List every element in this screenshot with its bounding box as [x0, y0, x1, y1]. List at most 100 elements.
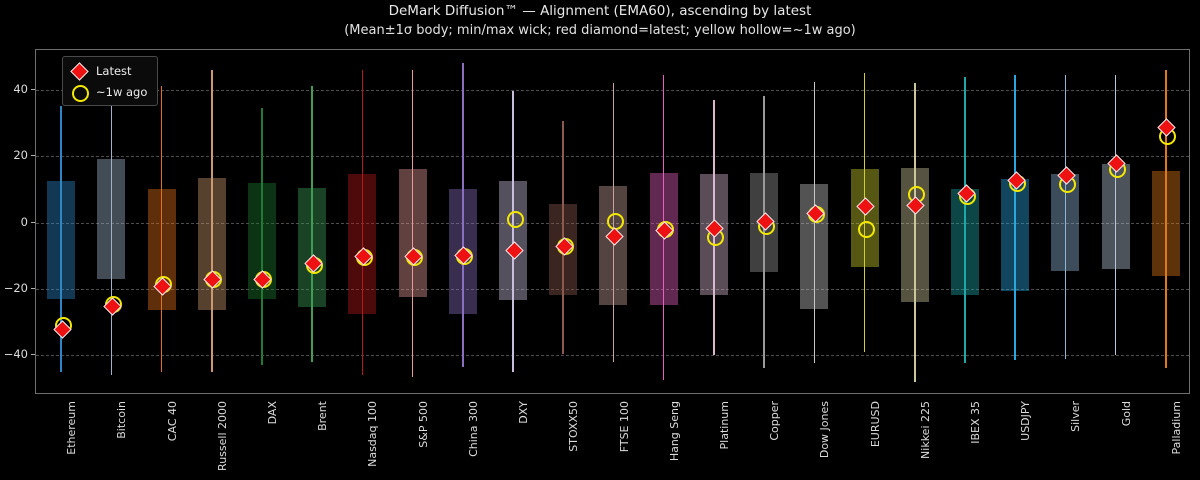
sigma-body-box [499, 181, 528, 301]
gridline [36, 156, 1189, 158]
box-whisker-nasdaq-100[interactable] [337, 50, 387, 393]
red-diamond-icon [70, 62, 89, 81]
y-axis-tick-label: 0 [20, 214, 28, 229]
box-whisker-dax[interactable] [237, 50, 287, 393]
whisker-line [60, 106, 62, 372]
x-axis-tick-label: CAC 40 [165, 401, 179, 442]
x-axis-tick-label: DAX [265, 401, 279, 425]
box-whisker-dxy[interactable] [488, 50, 538, 393]
box-whisker-ftse-100[interactable] [588, 50, 638, 393]
y-axis-tick-label: 20 [13, 148, 28, 163]
sigma-body-box [348, 174, 377, 314]
sigma-body-box [448, 189, 477, 314]
whisker-line [261, 108, 263, 366]
x-axis-tick-label: Copper [768, 401, 782, 441]
x-axis-tick-label: Gold [1119, 401, 1133, 427]
legend-item-latest: Latest [70, 62, 147, 81]
x-axis-tick-label: Ethereum [65, 401, 79, 455]
x-axis-tick-label: Brent [316, 401, 330, 431]
x-axis-tick-label: IBEX 35 [969, 401, 983, 444]
plot-area [35, 49, 1190, 394]
plot-inner [36, 50, 1189, 393]
x-axis-tick-label: FTSE 100 [617, 401, 631, 453]
box-whisker-dow-jones[interactable] [789, 50, 839, 393]
x-axis-tick-label: Palladium [1169, 401, 1183, 455]
x-axis-tick-label: China 300 [466, 401, 480, 457]
sigma-body-box [47, 181, 76, 299]
whisker-line [311, 86, 313, 362]
whisker-line [1064, 74, 1067, 359]
whisker-line [964, 76, 966, 364]
sigma-body-box [1101, 164, 1130, 269]
x-axis-tick-label: Nasdaq 100 [366, 401, 380, 467]
box-whisker-china-300[interactable] [438, 50, 488, 393]
box-whisker-nikkei-225[interactable] [890, 50, 940, 393]
x-axis-tick-label: Silver [1069, 401, 1083, 432]
chart-title-block: DeMark Diffusion™ — Alignment (EMA60), a… [0, 2, 1200, 40]
legend-label-one-week-ago: ~1w ago [96, 84, 148, 99]
box-whisker-brent[interactable] [287, 50, 337, 393]
y-axis-tick-label: 40 [13, 81, 28, 96]
box-whisker-bitcoin[interactable] [86, 50, 136, 393]
whisker-line [411, 69, 414, 377]
legend-item-one-week-ago: ~1w ago [70, 83, 148, 102]
gridline [36, 89, 1189, 91]
marker-one-week-ago [858, 220, 876, 238]
box-whisker-ibex-35[interactable] [940, 50, 990, 393]
box-whisker-russell-2000[interactable] [187, 50, 237, 393]
yellow-circle-icon [70, 83, 89, 102]
whisker-line [110, 66, 113, 376]
x-axis-tick-label: S&P 500 [416, 401, 430, 448]
whisker-line [160, 86, 163, 372]
y-axis-tick-label: −20 [3, 280, 28, 295]
box-whisker-gold[interactable] [1091, 50, 1141, 393]
x-axis-tick-label: EURUSD [868, 401, 882, 448]
sigma-body-box [599, 186, 628, 306]
gridline [36, 288, 1189, 290]
sigma-body-box [1051, 174, 1080, 271]
box-whisker-ethereum[interactable] [36, 50, 86, 393]
x-axis-tick-label: Dow Jones [818, 401, 832, 459]
whisker-line [1165, 69, 1167, 369]
x-axis-tick-label: Hang Seng [667, 401, 681, 462]
whisker-line [1014, 74, 1017, 361]
marker-one-week-ago [606, 212, 624, 230]
chart-subtitle: (Mean±1σ body; min/max wick; red diamond… [344, 23, 856, 38]
sigma-body-box [1151, 171, 1180, 276]
x-axis-tick-label: Platinum [717, 401, 731, 450]
whisker-line [562, 121, 565, 354]
sigma-body-box [398, 169, 427, 298]
box-whisker-copper[interactable] [739, 50, 789, 393]
box-whisker-silver[interactable] [1040, 50, 1090, 393]
x-axis-tick-label: Nikkei 225 [918, 401, 932, 459]
box-whisker-cac-40[interactable] [136, 50, 186, 393]
sigma-body-box [97, 159, 126, 279]
box-whisker-palladium[interactable] [1141, 50, 1189, 393]
sigma-body-box [800, 184, 829, 309]
sigma-body-box [197, 177, 226, 311]
whisker-line [361, 69, 364, 376]
box-whisker-platinum[interactable] [689, 50, 739, 393]
box-whisker-eurusd[interactable] [839, 50, 889, 393]
legend-label-latest: Latest [96, 63, 132, 78]
x-axis-tick-label: Bitcoin [115, 401, 129, 439]
whisker-line [913, 83, 916, 382]
sigma-body-box [951, 189, 979, 296]
x-axis-tick-label: Russell 2000 [215, 401, 229, 471]
y-axis-tick-label: −40 [3, 347, 28, 362]
gridline [36, 355, 1189, 357]
marker-one-week-ago [506, 211, 524, 229]
box-whisker-usdjpy[interactable] [990, 50, 1040, 393]
box-whisker-s-p-500[interactable] [388, 50, 438, 393]
x-axis-tick-label: STOXX50 [567, 401, 581, 452]
sigma-body-box [298, 187, 327, 308]
box-whisker-stoxx50[interactable] [538, 50, 588, 393]
whisker-line [210, 69, 213, 372]
whisker-line [462, 63, 464, 367]
sigma-body-box [850, 169, 879, 268]
box-whisker-hang-seng[interactable] [639, 50, 689, 393]
chart-legend: Latest ~1w ago [62, 56, 159, 106]
sigma-body-box [1001, 179, 1030, 291]
page-title: DeMark Diffusion™ — Alignment (EMA60), a… [388, 3, 812, 19]
